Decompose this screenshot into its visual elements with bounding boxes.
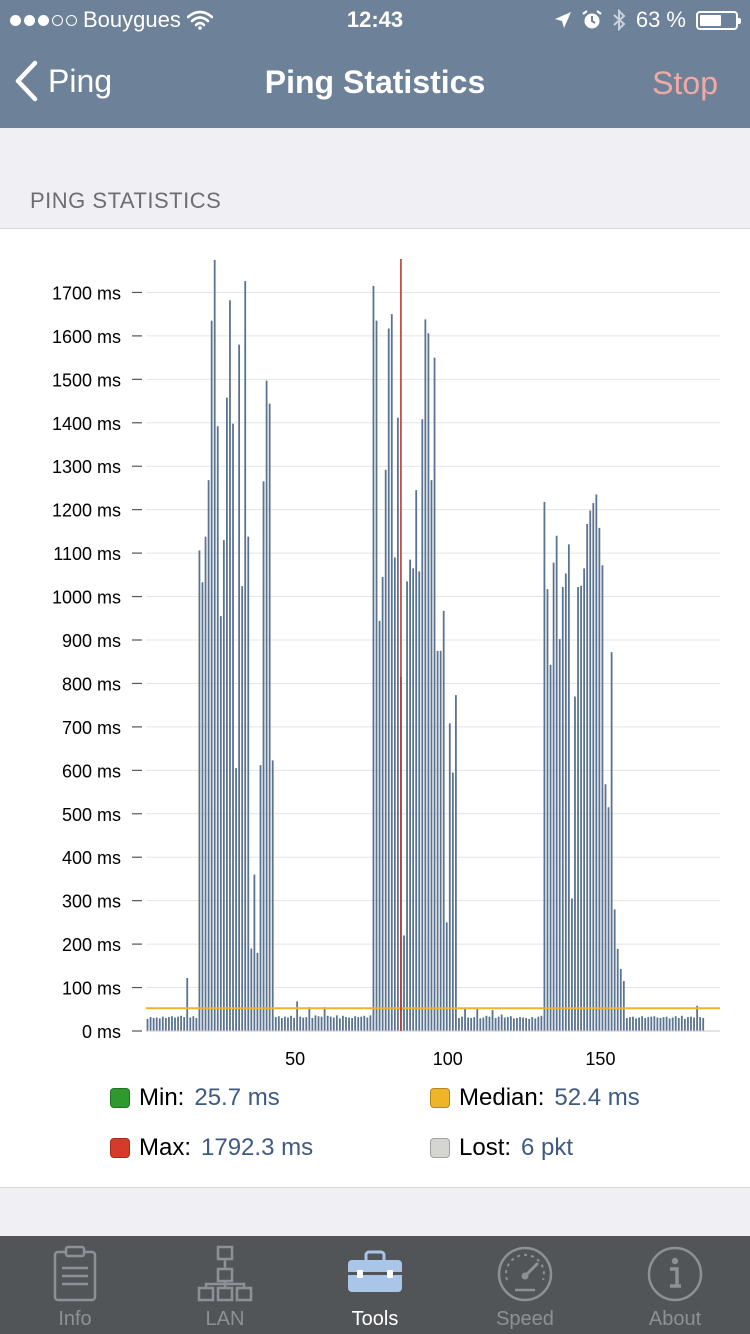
y-tick-label: 400 ms — [62, 848, 121, 868]
speedometer-icon — [497, 1246, 553, 1302]
carrier-name: Bouygues — [83, 7, 181, 32]
page-title: Ping Statistics — [264, 64, 486, 100]
back-button[interactable]: Ping — [14, 60, 112, 102]
legend-lost-swatch — [430, 1138, 450, 1158]
legend-min-swatch — [110, 1088, 130, 1108]
y-tick-label: 1200 ms — [52, 501, 121, 521]
y-tick-label: 100 ms — [62, 979, 121, 999]
wifi-icon — [186, 10, 213, 30]
status-right: 63 % — [554, 7, 741, 33]
tab-lan-label: LAN — [205, 1308, 245, 1330]
toolbox-icon — [348, 1250, 402, 1292]
network-tree-icon — [197, 1245, 253, 1302]
tab-speed-label: Speed — [496, 1308, 554, 1330]
legend-lost-value: 6 pkt — [521, 1134, 574, 1161]
stop-button[interactable]: Stop — [652, 65, 718, 101]
tab-about-label: About — [648, 1308, 702, 1330]
location-arrow-icon — [554, 12, 571, 28]
y-tick-label: 200 ms — [62, 935, 121, 955]
legend-max-value: 1792.3 ms — [201, 1134, 314, 1161]
tab-speed[interactable]: Speed — [450, 1236, 600, 1334]
legend-lost-label: Lost: — [459, 1134, 512, 1161]
ping-statistics-card: 0 ms 100 ms 200 ms 300 ms 400 ms 500 ms 600 ms… — [0, 228, 750, 1188]
x-tick-label: 150 — [585, 1049, 615, 1069]
y-tick-label: 900 ms — [62, 631, 121, 651]
battery-icon — [696, 10, 741, 30]
legend-min-value: 25.7 ms — [194, 1084, 280, 1111]
ping-chart: 0 ms 100 ms 200 ms 300 ms 400 ms 500 ms 600 ms… — [52, 259, 720, 1069]
signal-strength-icon — [10, 14, 77, 26]
clipboard-icon — [53, 1245, 97, 1302]
legend-median-swatch — [430, 1088, 450, 1108]
tab-tools-label: Tools — [351, 1308, 399, 1330]
tab-tools[interactable]: Tools — [300, 1236, 450, 1334]
chevron-left-icon — [15, 60, 38, 102]
navigation-bar: Ping Ping Statistics Stop — [0, 40, 750, 128]
tab-lan[interactable]: LAN — [150, 1236, 300, 1334]
y-tick-label: 300 ms — [62, 892, 121, 912]
status-bar: Bouygues 12:43 63 % — [0, 0, 750, 40]
battery-percent: 63 % — [635, 7, 686, 32]
y-tick-label: 1100 ms — [53, 544, 121, 564]
x-tick-label: 100 — [433, 1049, 463, 1069]
y-tick-label: 1000 ms — [52, 588, 121, 608]
y-tick-label: 1400 ms — [52, 414, 121, 434]
legend-lost: Lost: 6 pkt — [430, 1134, 573, 1162]
legend-max-swatch — [110, 1138, 130, 1158]
section-header: PING STATISTICS — [30, 188, 222, 213]
y-tick-label: 800 ms — [62, 674, 121, 694]
legend-median: Median: 52.4 ms — [430, 1084, 640, 1112]
bluetooth-icon — [613, 9, 626, 31]
y-tick-label: 600 ms — [62, 761, 121, 781]
alarm-clock-icon — [582, 10, 602, 29]
legend-max-label: Max: — [139, 1134, 192, 1161]
y-tick-label: 1300 ms — [52, 457, 121, 477]
y-tick-label: 500 ms — [62, 805, 121, 825]
y-tick-label: 1600 ms — [52, 327, 121, 347]
y-tick-label: 0 ms — [82, 1022, 121, 1042]
info-circle-icon — [647, 1246, 703, 1302]
legend-min: Min: 25.7 ms — [110, 1084, 280, 1112]
legend-max: Max: 1792.3 ms — [110, 1134, 313, 1162]
x-tick-label: 50 — [285, 1049, 305, 1069]
tab-info-label: Info — [58, 1308, 92, 1330]
y-tick-label: 1500 ms — [52, 370, 121, 390]
legend-median-label: Median: — [459, 1084, 545, 1111]
tab-about[interactable]: About — [600, 1236, 750, 1334]
y-tick-label: 700 ms — [62, 718, 121, 738]
status-left: Bouygues — [10, 7, 213, 33]
tab-bar: Info LAN Tools Speed — [0, 1236, 750, 1334]
legend-min-label: Min: — [139, 1084, 185, 1111]
tab-info[interactable]: Info — [0, 1236, 150, 1334]
legend-median-value: 52.4 ms — [554, 1084, 640, 1111]
status-time: 12:43 — [346, 7, 404, 32]
back-button-label: Ping — [48, 62, 113, 99]
y-tick-label: 1700 ms — [52, 283, 121, 303]
